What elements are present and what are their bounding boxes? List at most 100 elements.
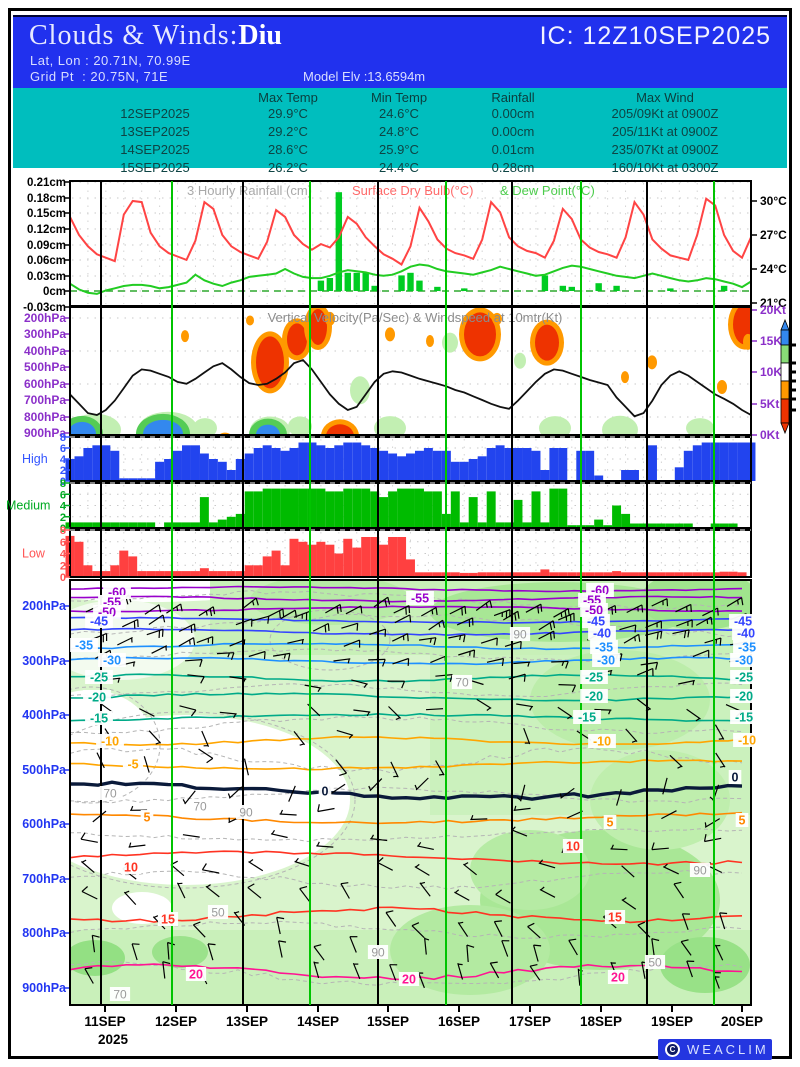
vv-blob: [325, 311, 335, 326]
wind-barb-full: [571, 684, 577, 693]
wind-barb-staff: [715, 752, 726, 768]
temp-contour--20: [70, 692, 743, 702]
cloud-bar: [92, 522, 102, 528]
wind-barb-staff: [425, 708, 444, 711]
wind-barb-staff: [313, 961, 320, 979]
wind-barb-full: [267, 616, 270, 624]
wind-barb-half: [348, 734, 353, 739]
wind-barb-full: [317, 804, 320, 812]
wind-barb: [248, 650, 266, 660]
axis-label-left: 200hPa: [24, 311, 66, 325]
wind-barb-staff: [411, 925, 425, 939]
cloud-bar: [683, 450, 693, 482]
wind-barb-half: [234, 911, 240, 914]
weaclim-logo[interactable]: C WEACLIM: [658, 1039, 772, 1060]
cloud-bar: [280, 488, 290, 528]
wind-barb-full: [464, 606, 467, 614]
wind-barb-staff: [626, 604, 643, 614]
cloud-bar: [495, 522, 505, 528]
axis-label-left: 800hPa: [22, 926, 67, 940]
wind-barb: [489, 961, 500, 979]
wind-barb: [351, 679, 368, 688]
wind-barb-full: [523, 674, 526, 682]
axis-label-left: 500hPa: [22, 763, 67, 777]
table-cell: 0.28cm: [491, 160, 535, 175]
wind-barb-staff: [325, 603, 341, 614]
wind-barb-staff: [678, 679, 695, 685]
wind-barb: [317, 804, 335, 813]
wind-barb: [353, 709, 371, 717]
wind-barb-full: [287, 653, 291, 661]
table-cell: 0.00cm: [491, 124, 535, 139]
wind-barb-half: [316, 841, 320, 847]
temp-contour--35: [70, 642, 743, 651]
rh-contour-label: 90: [371, 946, 385, 960]
wind-barb-staff: [463, 863, 477, 876]
wind-barb: [559, 787, 575, 799]
wind-barb-full: [683, 630, 687, 639]
table-cell: 205/11Kt at 0900Z: [611, 124, 719, 139]
cloud-panel-name: Low: [22, 547, 46, 561]
colorbar-segment: [780, 344, 790, 364]
cloud-bar: [415, 450, 424, 482]
wind-barb-half: [567, 715, 572, 720]
wind-barb: [458, 649, 476, 658]
page-title: Clouds & Winds:Diu: [29, 20, 282, 52]
temp-contour-label: 10: [566, 840, 580, 854]
cloud-bar: [549, 448, 559, 481]
wind-barb-full: [193, 623, 196, 632]
wind-barb-staff: [568, 939, 578, 956]
wind-barb: [466, 944, 475, 963]
wind-barb-staff: [287, 638, 305, 644]
wind-barb: [538, 620, 556, 631]
wind-barb: [242, 597, 259, 609]
wind-barb-staff: [148, 614, 164, 625]
cloud-bar: [540, 470, 550, 481]
cloud-bar: [325, 544, 335, 577]
wind-barb-staff: [475, 600, 491, 611]
wind-barb-half: [692, 680, 695, 686]
wind-barb-full: [408, 605, 411, 614]
cloud-bar: [701, 442, 711, 481]
wind-barb: [387, 680, 406, 689]
wind-barb: [558, 684, 577, 693]
contour-label-chip: [99, 786, 121, 800]
x-axis-label: 18SEP: [580, 1014, 622, 1029]
wind-barb: [185, 659, 203, 667]
cloud-bar: [343, 488, 353, 528]
wind-barb: [294, 857, 311, 868]
temp-contour-label: -30: [103, 654, 121, 668]
temp-contour-label: 5: [607, 816, 614, 830]
wind-barb-full: [382, 659, 386, 667]
wind-barb-full: [638, 634, 641, 642]
wind-barb: [419, 637, 437, 646]
table-cell: 0.00cm: [491, 106, 535, 121]
vv-blob: [647, 355, 657, 370]
wind-barb: [513, 805, 531, 811]
vv-blob: [70, 421, 96, 435]
wind-barb-full: [230, 652, 235, 660]
wind-barb-half: [205, 610, 208, 616]
cloud-bar: [450, 491, 460, 528]
cloud-bar: [513, 572, 523, 577]
cloud-bar: [612, 571, 622, 577]
rain-bar: [371, 285, 378, 291]
table-cell: 12SEP2025: [120, 106, 190, 121]
wind-barb: [392, 633, 409, 642]
rh-contour: [70, 682, 743, 699]
wind-barb: [449, 605, 467, 616]
rh-contour: [70, 590, 743, 610]
wind-barb-staff: [676, 619, 693, 627]
wind-barb-staff: [294, 860, 311, 868]
wind-barb-staff: [196, 636, 213, 644]
wind-barb: [198, 748, 214, 764]
wind-barb-staff: [719, 912, 726, 930]
cloud-bar: [415, 572, 424, 577]
temp-contour-label: -20: [88, 691, 106, 705]
cloud-bar: [173, 571, 182, 577]
wind-barb-half: [124, 890, 130, 894]
cloud-bar: [406, 559, 415, 577]
wind-barb: [616, 789, 622, 806]
cloud-bar: [477, 522, 487, 528]
cloud-bar: [630, 470, 639, 481]
